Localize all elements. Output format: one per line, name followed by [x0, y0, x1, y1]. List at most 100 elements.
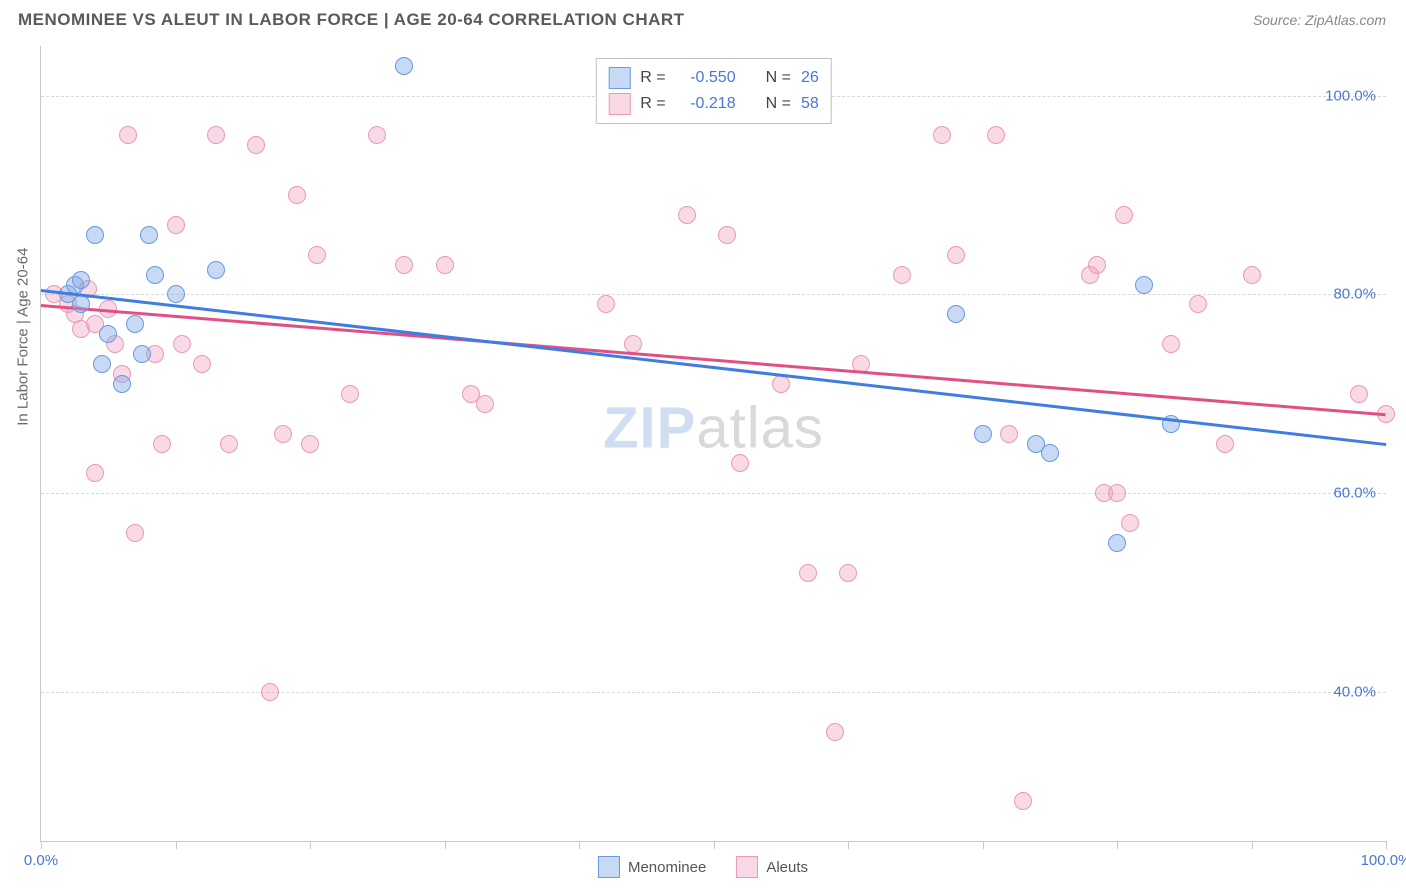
menominee-point [86, 226, 104, 244]
x-tick [41, 841, 42, 849]
y-axis-label: In Labor Force | Age 20-64 [15, 247, 32, 425]
r-label: R = [640, 95, 665, 113]
gridline [41, 294, 1386, 295]
aleuts-point [933, 126, 951, 144]
aleuts-point [1350, 385, 1368, 403]
menominee-point [974, 425, 992, 443]
legend-item-aleuts: Aleuts [736, 856, 808, 878]
aleuts-point [1189, 295, 1207, 313]
menominee-point [1135, 276, 1153, 294]
aleuts-point [772, 375, 790, 393]
x-tick [848, 841, 849, 849]
aleuts-point [1162, 335, 1180, 353]
aleuts-point [119, 126, 137, 144]
n-value: 26 [801, 69, 819, 87]
x-tick-label: 0.0% [24, 852, 58, 869]
menominee-point [167, 285, 185, 303]
aleuts-point [274, 425, 292, 443]
aleuts-point [1243, 266, 1261, 284]
aleuts-point [220, 435, 238, 453]
aleuts-point [207, 126, 225, 144]
aleuts-point [247, 136, 265, 154]
r-label: R = [640, 69, 665, 87]
menominee-point [947, 305, 965, 323]
x-tick [579, 841, 580, 849]
legend-swatch [608, 93, 630, 115]
aleuts-point [153, 435, 171, 453]
r-value: -0.218 [676, 95, 736, 113]
aleuts-point [624, 335, 642, 353]
y-tick-label: 80.0% [1333, 286, 1376, 303]
aleuts-point [341, 385, 359, 403]
legend-swatch [608, 67, 630, 89]
chart-header: MENOMINEE VS ALEUT IN LABOR FORCE | AGE … [0, 0, 1406, 38]
aleuts-point [893, 266, 911, 284]
x-tick [714, 841, 715, 849]
series-legend: Menominee Aleuts [598, 856, 808, 878]
n-label: N = [766, 95, 791, 113]
menominee-point [140, 226, 158, 244]
aleuts-point [193, 355, 211, 373]
menominee-point [126, 315, 144, 333]
gridline [41, 493, 1386, 494]
correlation-legend: R = -0.550 N = 26 R = -0.218 N = 58 [595, 58, 831, 124]
n-value: 58 [801, 95, 819, 113]
aleuts-point [799, 564, 817, 582]
x-tick [176, 841, 177, 849]
x-tick [1252, 841, 1253, 849]
aleuts-point [1014, 792, 1032, 810]
aleuts-point [987, 126, 1005, 144]
menominee-trendline [41, 289, 1386, 446]
legend-swatch [598, 856, 620, 878]
menominee-point [146, 266, 164, 284]
menominee-point [207, 261, 225, 279]
menominee-point [1108, 534, 1126, 552]
menominee-point [133, 345, 151, 363]
menominee-point [72, 271, 90, 289]
menominee-point [72, 295, 90, 313]
menominee-point [395, 57, 413, 75]
y-tick-label: 60.0% [1333, 485, 1376, 502]
menominee-point [93, 355, 111, 373]
aleuts-point [261, 683, 279, 701]
x-tick-label: 100.0% [1361, 852, 1406, 869]
aleuts-point [126, 524, 144, 542]
chart-title: MENOMINEE VS ALEUT IN LABOR FORCE | AGE … [18, 10, 685, 30]
menominee-point [1041, 444, 1059, 462]
menominee-point [113, 375, 131, 393]
legend-label: Aleuts [766, 859, 808, 876]
aleuts-point [476, 395, 494, 413]
aleuts-point [826, 723, 844, 741]
aleuts-trendline [41, 304, 1386, 416]
aleuts-point [597, 295, 615, 313]
aleuts-point [718, 226, 736, 244]
n-label: N = [766, 69, 791, 87]
y-tick-label: 100.0% [1325, 87, 1376, 104]
r-value: -0.550 [676, 69, 736, 87]
legend-item-menominee: Menominee [598, 856, 706, 878]
correlation-row: R = -0.218 N = 58 [608, 91, 818, 117]
aleuts-point [288, 186, 306, 204]
aleuts-point [301, 435, 319, 453]
x-tick [310, 841, 311, 849]
source-attribution: Source: ZipAtlas.com [1253, 12, 1386, 28]
aleuts-point [1000, 425, 1018, 443]
chart-plot-area: 40.0%60.0%80.0%100.0%0.0%100.0% In Labor… [40, 46, 1386, 842]
x-tick [983, 841, 984, 849]
aleuts-point [308, 246, 326, 264]
aleuts-point [173, 335, 191, 353]
legend-label: Menominee [628, 859, 706, 876]
aleuts-point [1108, 484, 1126, 502]
aleuts-point [1121, 514, 1139, 532]
aleuts-point [1088, 256, 1106, 274]
plot-canvas: 40.0%60.0%80.0%100.0%0.0%100.0% [41, 46, 1386, 841]
x-tick [445, 841, 446, 849]
aleuts-point [86, 464, 104, 482]
aleuts-point [731, 454, 749, 472]
aleuts-point [947, 246, 965, 264]
gridline [41, 692, 1386, 693]
aleuts-point [1216, 435, 1234, 453]
aleuts-point [436, 256, 454, 274]
correlation-row: R = -0.550 N = 26 [608, 65, 818, 91]
aleuts-point [839, 564, 857, 582]
